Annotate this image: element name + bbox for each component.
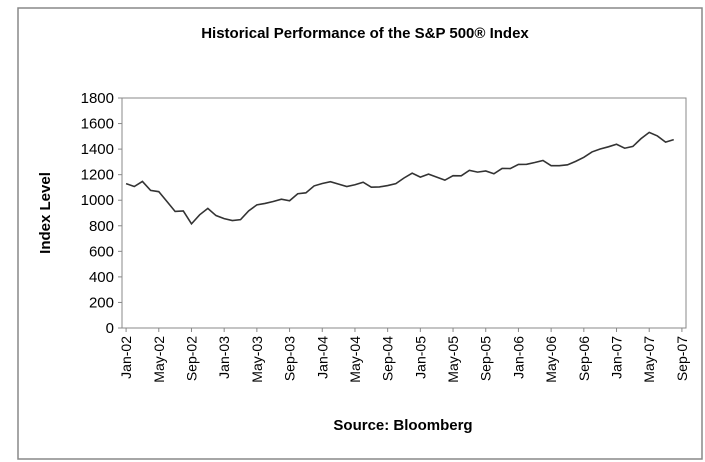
x-tick-label: Sep-07 bbox=[674, 336, 690, 381]
y-tick-label: 1200 bbox=[81, 167, 114, 184]
y-tick-label: 1400 bbox=[81, 141, 114, 158]
x-tick-label: Jan-02 bbox=[118, 336, 134, 379]
y-tick-label: 400 bbox=[89, 269, 114, 286]
line bbox=[125, 131, 674, 226]
x-tick-label: May-03 bbox=[249, 336, 265, 383]
x-tick-label: Sep-05 bbox=[478, 336, 494, 381]
x-tick-label: May-05 bbox=[445, 336, 461, 383]
y-tick-label: 600 bbox=[89, 243, 114, 260]
x-tick-label: Sep-06 bbox=[576, 336, 592, 381]
chart-title: Historical Performance of the S&P 500® I… bbox=[201, 25, 529, 42]
plot-area bbox=[121, 97, 687, 329]
x-tick-label: Jan-03 bbox=[216, 336, 232, 379]
x-tick-label: Sep-02 bbox=[183, 336, 199, 381]
x-tick-label: Jan-07 bbox=[609, 336, 625, 379]
y-tick-label: 1000 bbox=[81, 192, 114, 209]
x-tick-label: Jan-05 bbox=[412, 336, 428, 379]
x-tick-label: Jan-06 bbox=[510, 336, 526, 379]
y-tick-label: 0 bbox=[106, 320, 114, 337]
x-axis-label: Source: Bloomberg bbox=[333, 417, 472, 434]
x-tick-label: Jan-04 bbox=[314, 336, 330, 379]
y-tick-label: 800 bbox=[89, 218, 114, 235]
y-axis-label: Index Level bbox=[37, 172, 54, 254]
x-tick-label: May-04 bbox=[347, 336, 363, 383]
y-tick-label: 1800 bbox=[81, 90, 114, 107]
x-tick-label: May-02 bbox=[151, 336, 167, 383]
x-tick-label: Sep-04 bbox=[380, 336, 396, 381]
chart-frame bbox=[17, 7, 703, 460]
y-tick-label: 200 bbox=[89, 294, 114, 311]
x-tick-label: May-07 bbox=[641, 336, 657, 383]
x-tick-label: May-06 bbox=[543, 336, 559, 383]
y-tick-label: 1600 bbox=[81, 116, 114, 133]
x-tick-label: Sep-03 bbox=[282, 336, 298, 381]
